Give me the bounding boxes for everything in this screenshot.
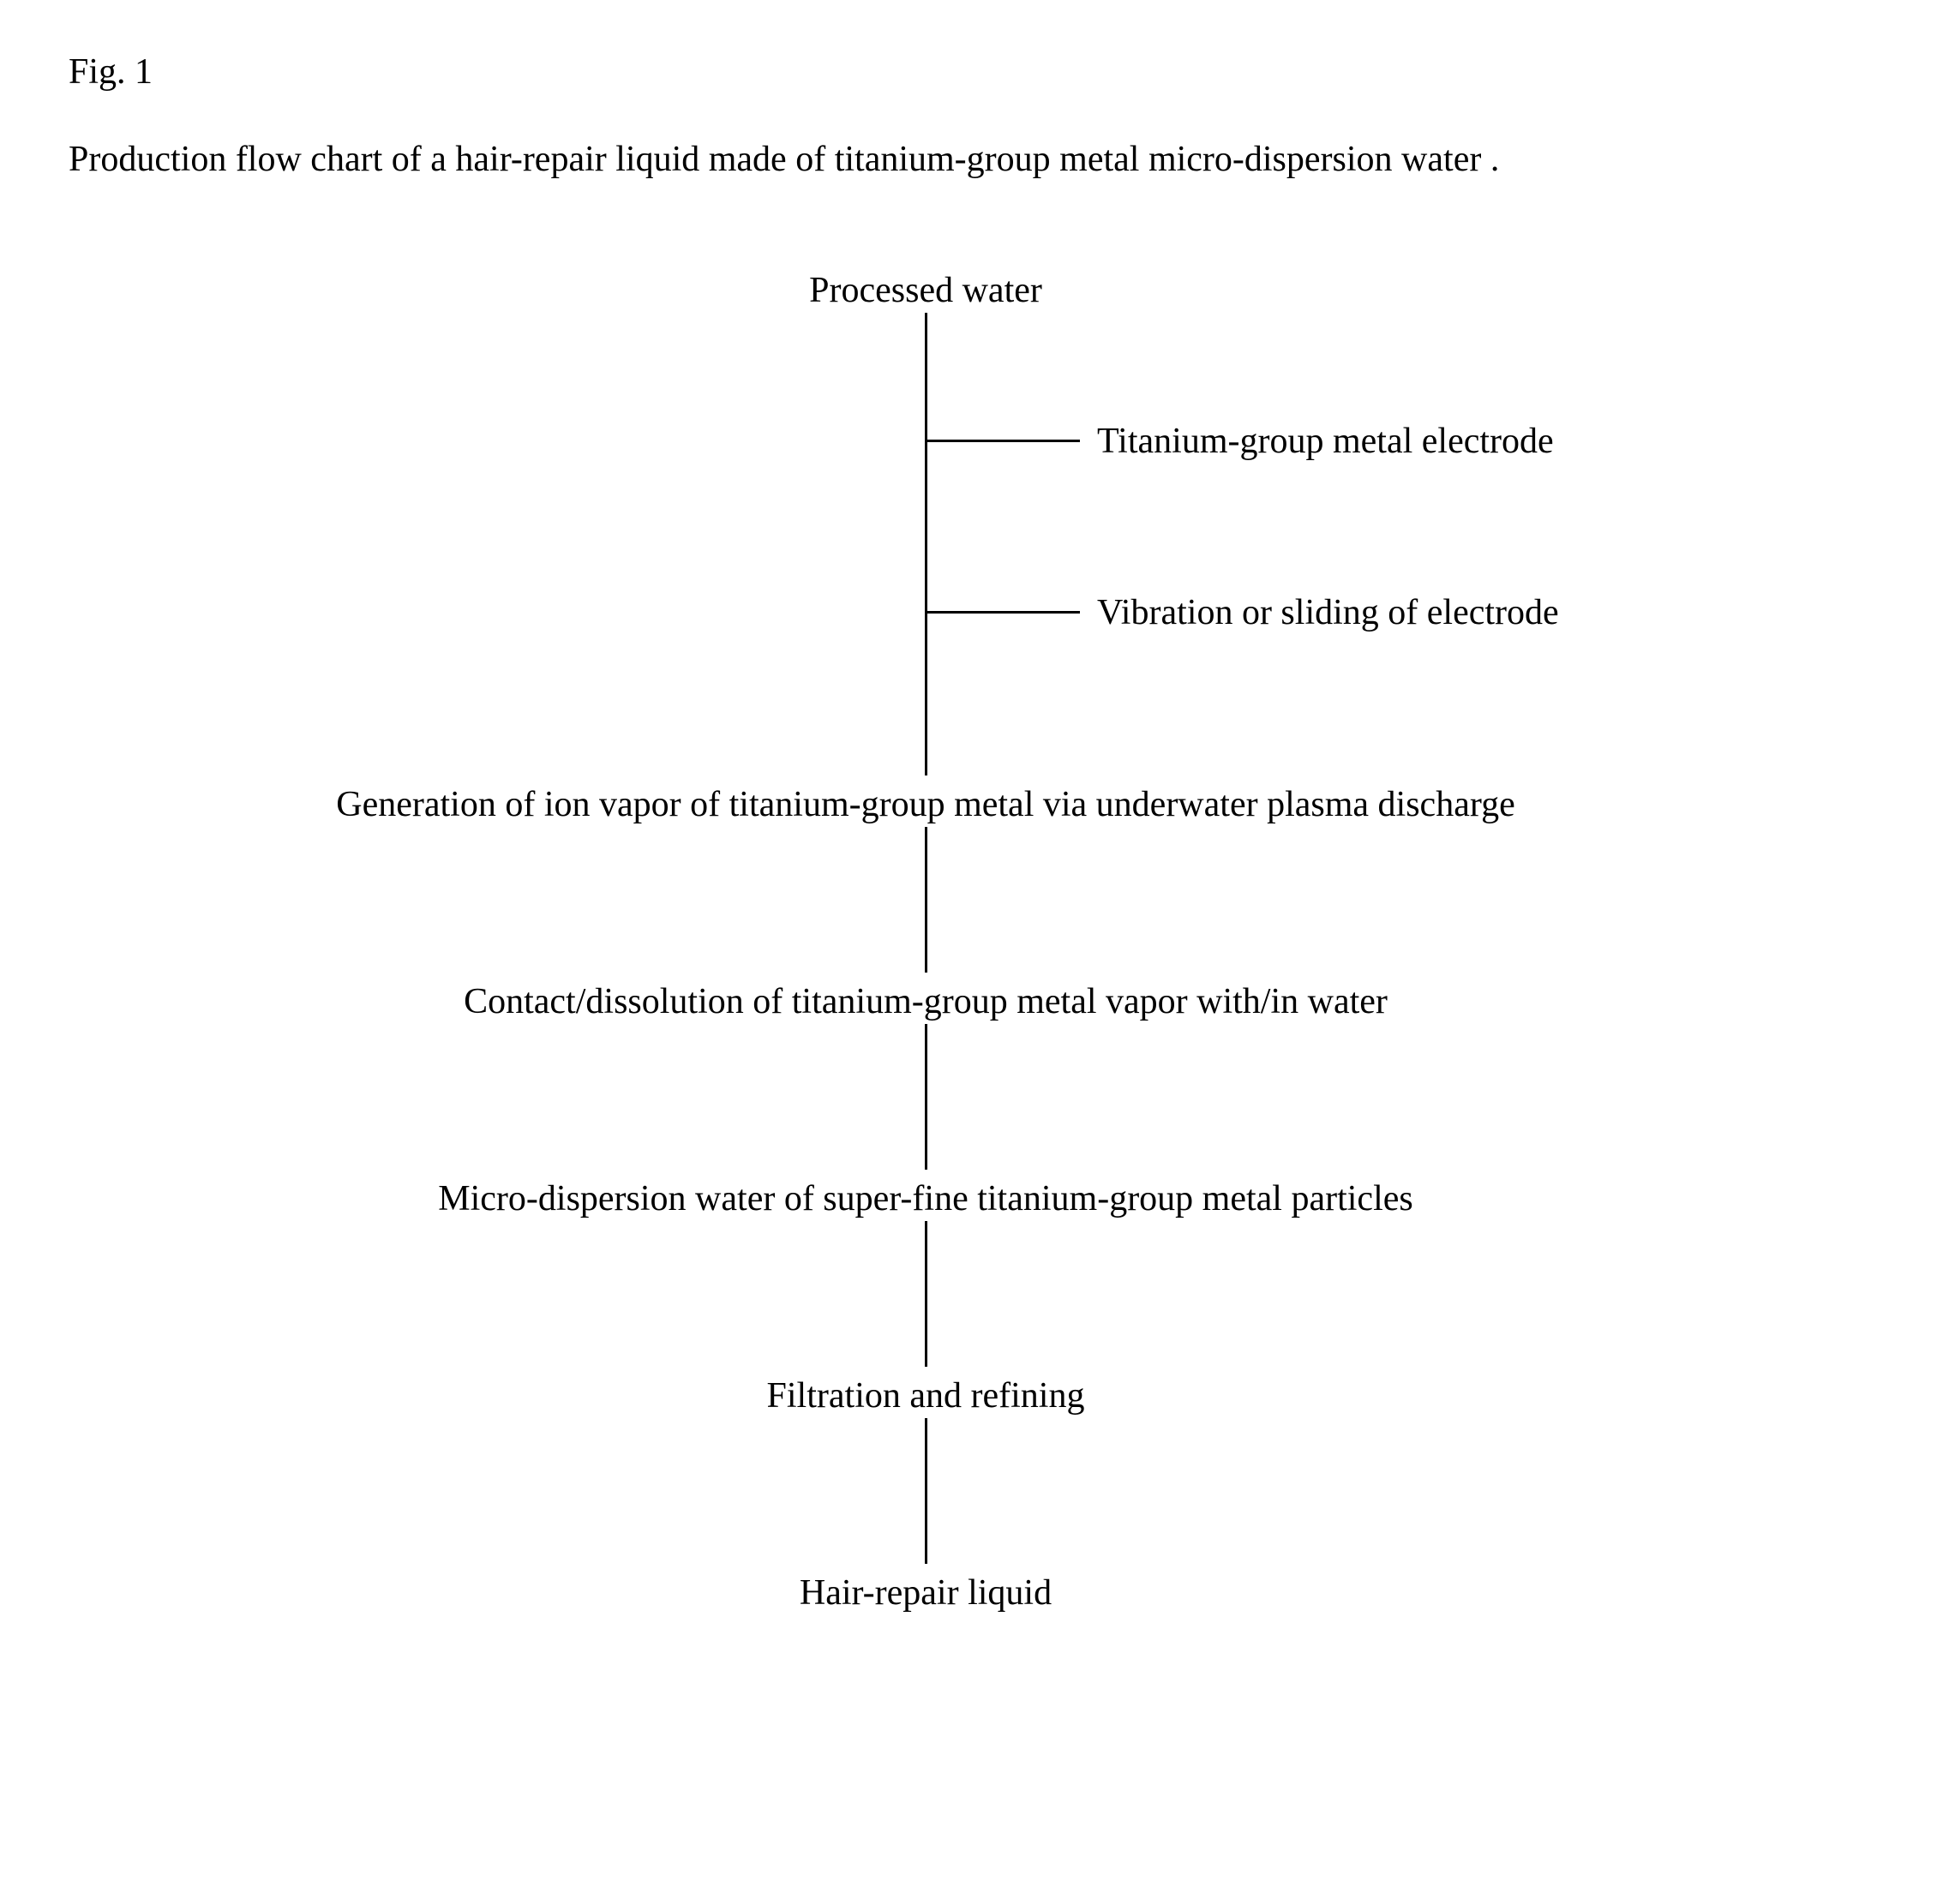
- vertical-connector-1: [925, 313, 927, 775]
- branch-label-1: Titanium-group metal electrode: [1097, 421, 1554, 462]
- flowchart-step-1: Processed water: [809, 270, 1042, 311]
- figure-title: Production flow chart of a hair-repair l…: [69, 135, 1697, 184]
- flowchart-step-6: Hair-repair liquid: [800, 1572, 1052, 1614]
- flowchart-step-4: Micro-dispersion water of super-fine tit…: [438, 1178, 1412, 1219]
- flowchart-step-3: Contact/dissolution of titanium-group me…: [464, 981, 1388, 1022]
- branch-connector-1: [926, 440, 1080, 442]
- vertical-connector-5: [925, 1418, 927, 1564]
- flowchart-step-2: Generation of ion vapor of titanium-grou…: [336, 784, 1514, 825]
- figure-label: Fig. 1: [69, 51, 1880, 93]
- branch-label-2: Vibration or sliding of electrode: [1097, 592, 1559, 633]
- vertical-connector-3: [925, 1024, 927, 1170]
- vertical-connector-4: [925, 1221, 927, 1367]
- flowchart-container: Processed water Generation of ion vapor o…: [69, 270, 1880, 1641]
- branch-connector-2: [926, 611, 1080, 614]
- vertical-connector-2: [925, 827, 927, 973]
- flowchart-step-5: Filtration and refining: [767, 1375, 1085, 1416]
